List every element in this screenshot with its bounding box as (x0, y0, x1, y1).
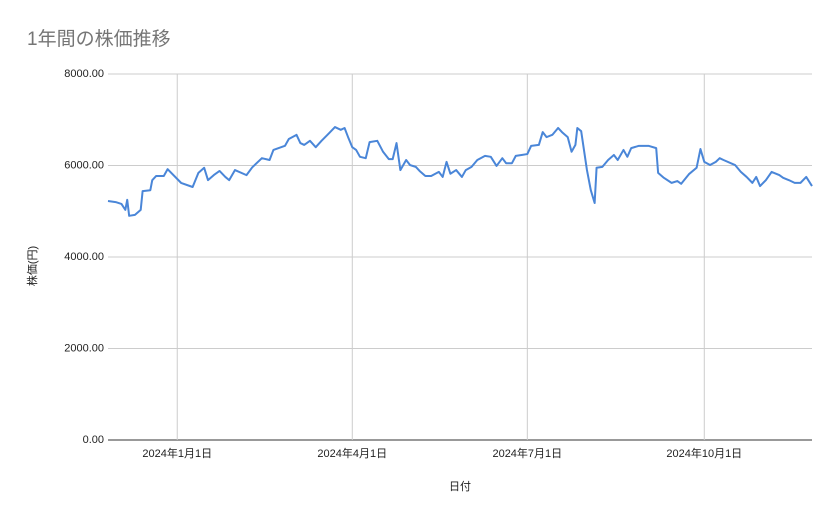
y-tick-label: 0.00 (83, 434, 104, 446)
x-tick-label: 2024年10月1日 (666, 446, 742, 460)
x-tick-label: 2024年7月1日 (492, 446, 562, 460)
data-line (107, 126, 813, 217)
y-tick-label: 6000.00 (64, 159, 104, 171)
y-axis-label: 株価(円) (25, 246, 39, 286)
x-tick-label: 2024年1月1日 (142, 446, 212, 460)
y-tick-label: 4000.00 (64, 251, 104, 263)
y-tick-label: 8000.00 (64, 68, 104, 80)
chart-title: 1年間の株価推移 (27, 28, 171, 50)
x-tick-label: 2024年4月1日 (317, 446, 387, 460)
x-axis-label: 日付 (449, 480, 471, 493)
y-tick-label: 2000.00 (64, 342, 104, 354)
